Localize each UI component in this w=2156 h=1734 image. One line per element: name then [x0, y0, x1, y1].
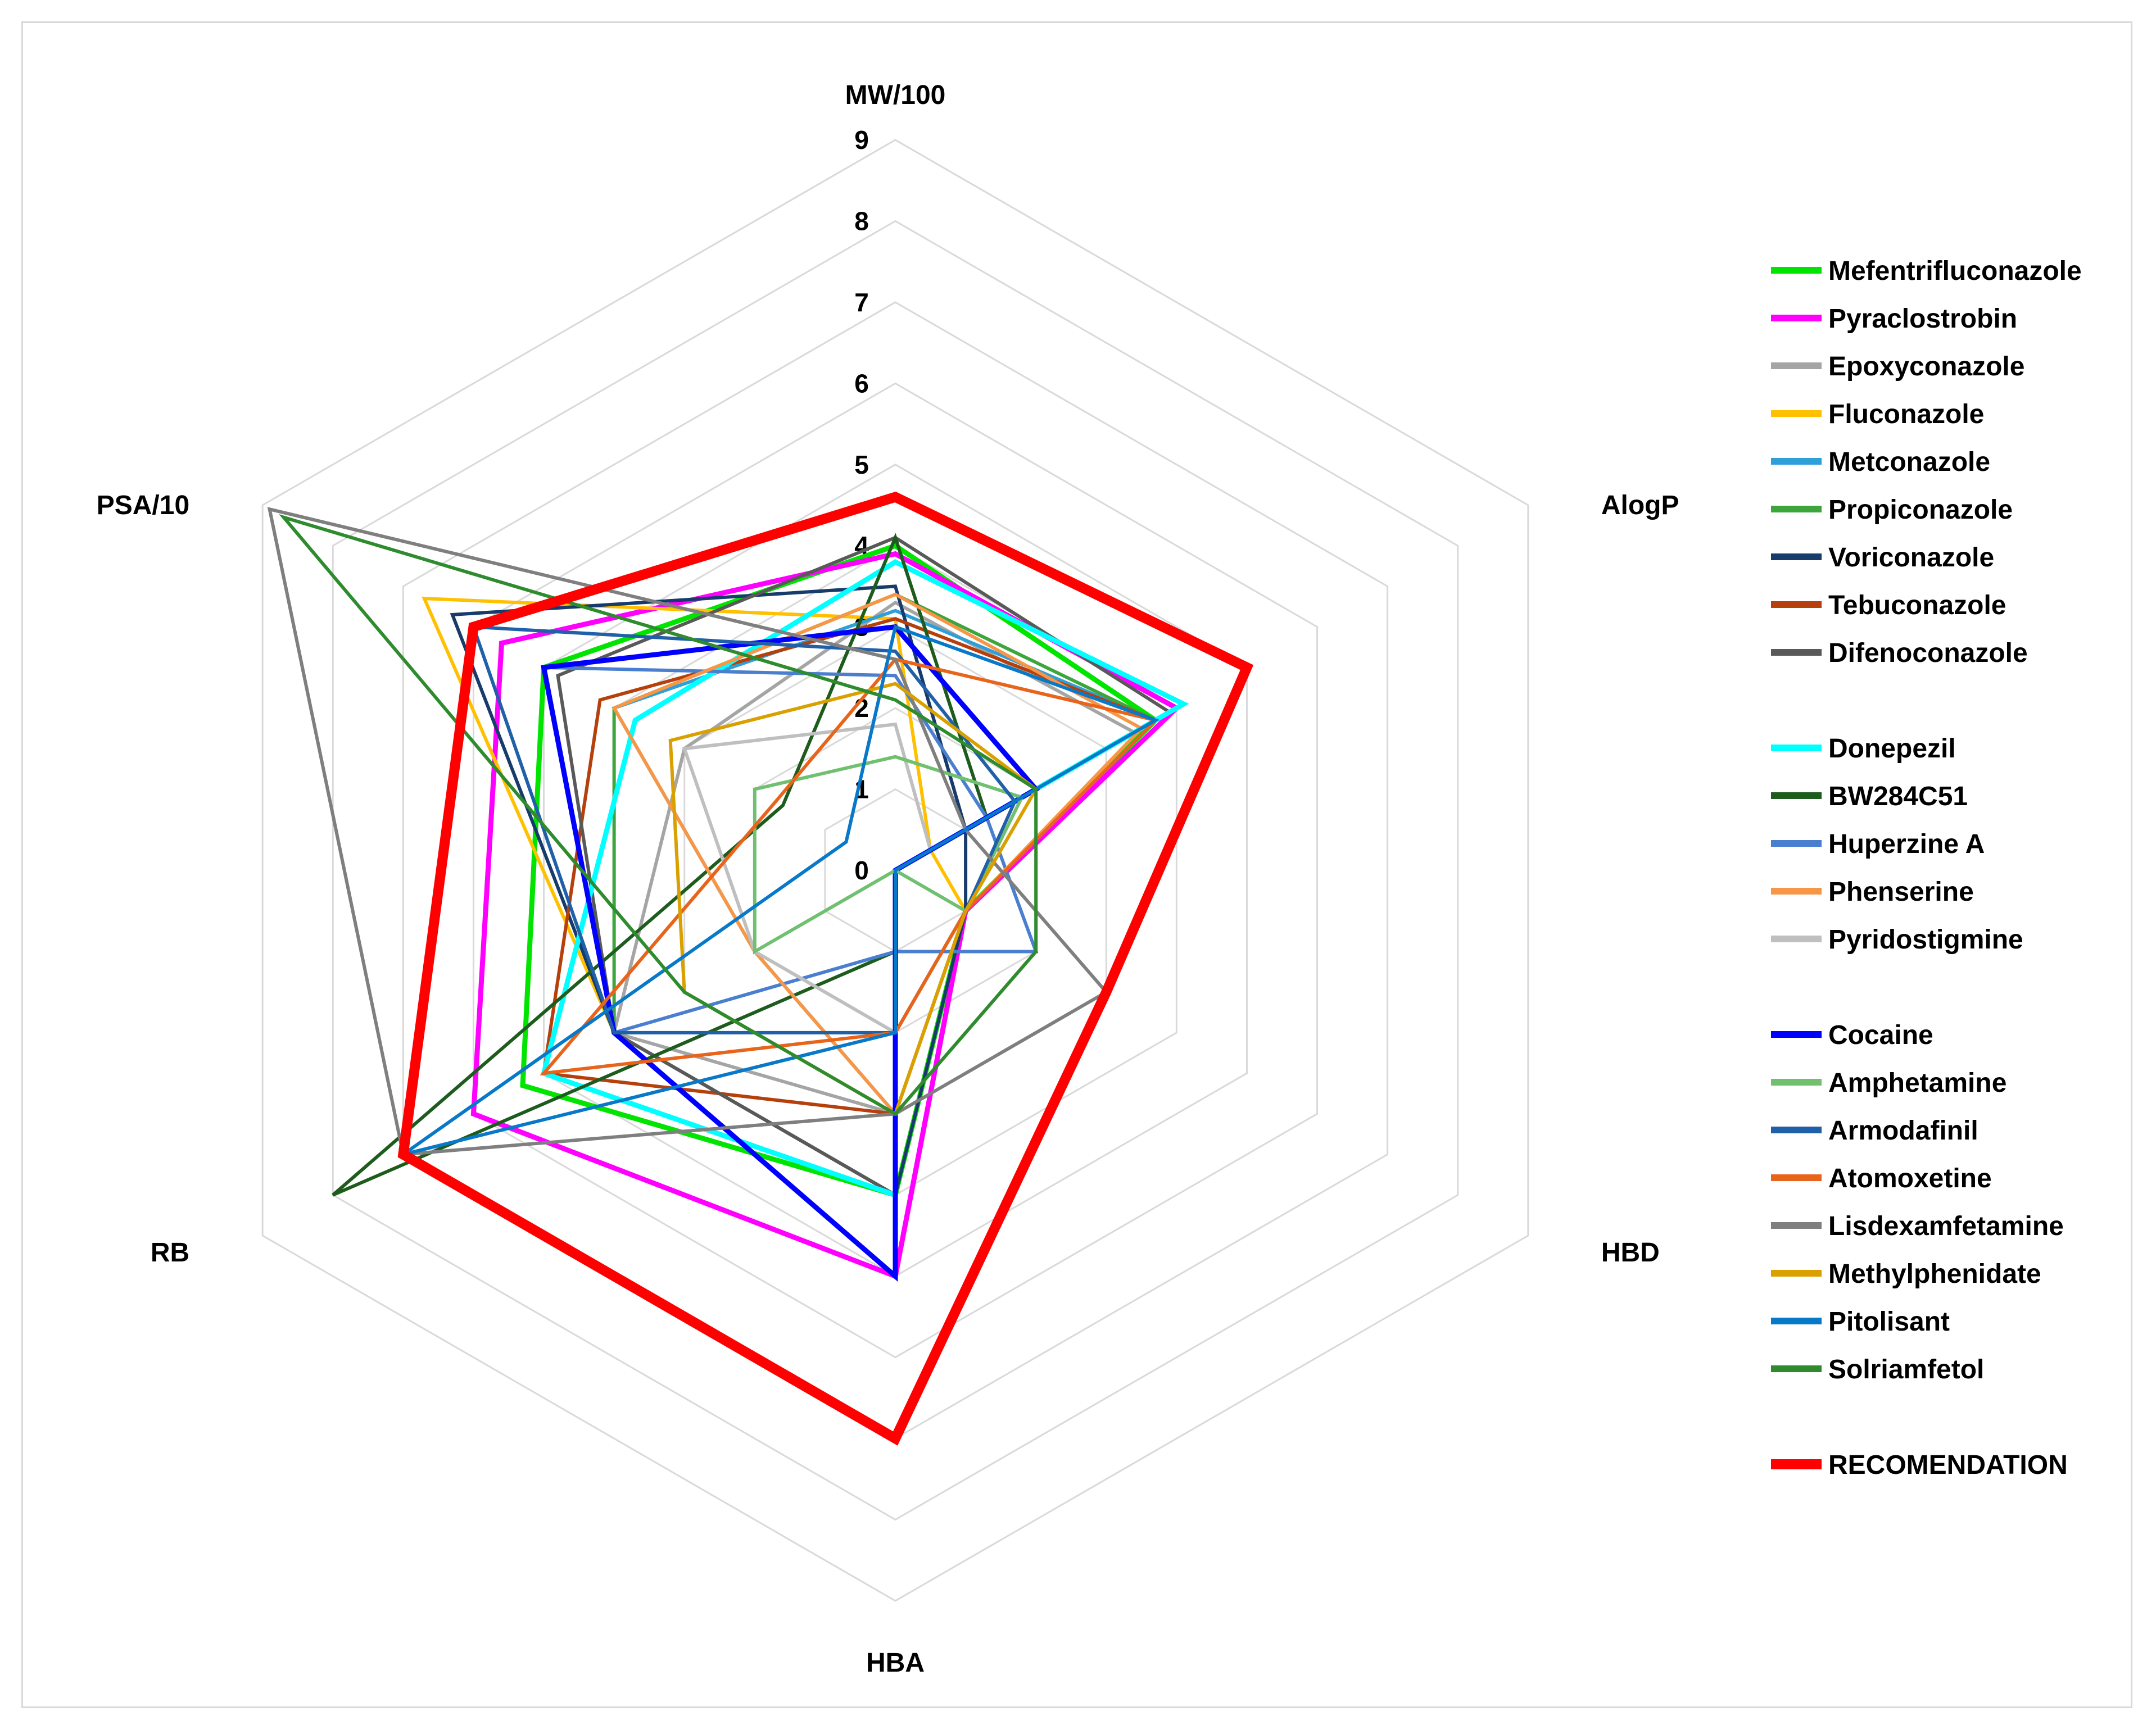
- legend-label: Huperzine A: [1828, 829, 1985, 859]
- axis-label-1: AlogP: [1601, 491, 1679, 520]
- series-line-recomendation: [397, 491, 1254, 1446]
- axis-label-4: RB: [151, 1238, 189, 1268]
- legend-label: Lisdexamfetamine: [1828, 1211, 2064, 1241]
- tick-label: 6: [854, 369, 869, 398]
- tick-label: 8: [854, 206, 869, 235]
- legend-label: Armodafinil: [1828, 1116, 1978, 1146]
- legend-label: BW284C51: [1828, 782, 1968, 811]
- axis-label-3: HBA: [866, 1648, 925, 1678]
- series-line-huperzine-a: [541, 665, 1039, 1035]
- legend-label: Metconazole: [1828, 447, 1990, 477]
- legend-label: Phenserine: [1828, 877, 1974, 907]
- legend-label: Pyraclostrobin: [1828, 304, 2017, 334]
- legend-label: Voriconazole: [1828, 543, 1994, 573]
- legend-label: Solriamfetol: [1828, 1355, 1984, 1385]
- series-line-solriamfetol: [278, 514, 1038, 1116]
- legend-label: Pitolisant: [1828, 1307, 1950, 1337]
- legend-label: Propiconazole: [1828, 495, 2013, 525]
- legend: Mefentrifluconazole Pyraclostrobin Epoxyco…: [1771, 256, 2082, 1480]
- legend-label: Fluconazole: [1828, 400, 1984, 429]
- legend-label: Tebuconazole: [1828, 591, 2006, 620]
- tick-label: 5: [854, 450, 869, 479]
- legend-label: RECOMENDATION: [1828, 1450, 2068, 1480]
- tick-label: 7: [854, 288, 869, 317]
- legend-label: Amphetamine: [1828, 1068, 2006, 1098]
- legend-label: Cocaine: [1828, 1020, 1933, 1050]
- axis-label-0: MW/100: [845, 80, 946, 110]
- legend-label: Epoxyconazole: [1828, 352, 2024, 382]
- legend-label: Donepezil: [1828, 734, 1956, 764]
- legend-label: Methylphenidate: [1828, 1259, 2041, 1289]
- grid-ring-8: [332, 220, 1459, 1521]
- tick-label: 9: [854, 125, 869, 155]
- legend-label: Atomoxetine: [1828, 1164, 1992, 1193]
- legend-label: Mefentrifluconazole: [1828, 256, 2082, 286]
- series-line-armodafinil: [471, 625, 1017, 1034]
- axis-label-5: PSA/10: [97, 491, 189, 520]
- series-lines: [267, 491, 1254, 1446]
- series-line-amphetamine: [753, 755, 1025, 955]
- legend-label: Pyridostigmine: [1828, 925, 2023, 955]
- axis-label-2: HBD: [1601, 1238, 1660, 1268]
- axis-labels: MW/100 AlogP HBD HBA RB PSA/10: [97, 80, 1679, 1678]
- legend-label: Difenoconazole: [1828, 638, 2028, 668]
- tick-label: 0: [854, 856, 869, 885]
- series-line-pitolisant: [402, 624, 1159, 1156]
- grid-ring-9: [261, 139, 1529, 1602]
